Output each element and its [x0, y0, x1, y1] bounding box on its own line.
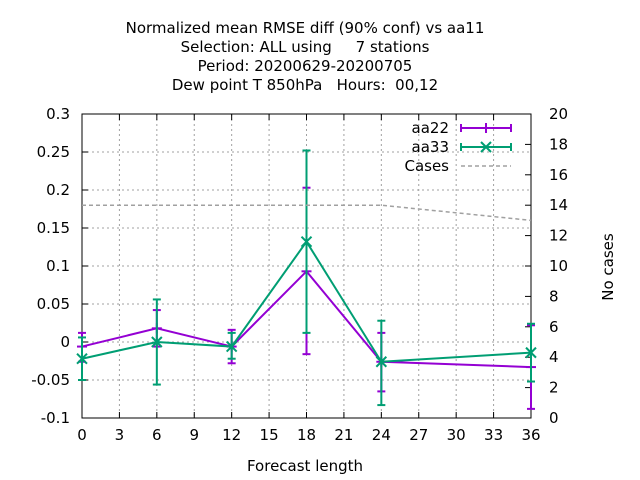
x-tick-label: 33: [484, 426, 503, 444]
x-tick-label: 15: [260, 426, 279, 444]
x-tick-label: 36: [521, 426, 540, 444]
point-marker: [480, 141, 492, 153]
x-tick-label: 27: [409, 426, 428, 444]
y2-axis-label: No cases: [599, 233, 617, 301]
y2-axis-ticks: 0 2 4 6 8 10 12 14 16 18 20: [525, 105, 568, 427]
x-tick-label: 21: [334, 426, 353, 444]
x-tick-label: 6: [152, 426, 162, 444]
grid: [82, 114, 531, 418]
point-marker: [375, 356, 388, 368]
point-marker: [225, 340, 238, 353]
series-aa33: [76, 149, 537, 407]
x-tick-label: 0: [77, 426, 87, 444]
x-tick-label: 3: [115, 426, 125, 444]
y2-tick-label: 18: [549, 135, 568, 153]
point-marker: [76, 353, 88, 365]
y-tick-label: 0: [60, 333, 70, 351]
chart-title: Normalized mean RMSE diff (90% conf) vs …: [126, 19, 485, 94]
series-line-aa33: [81, 239, 532, 363]
y2-tick-label: 4: [549, 348, 559, 366]
y-tick-label: 0.3: [46, 105, 70, 123]
x-tick-label: 12: [222, 426, 241, 444]
x-tick-label: 24: [372, 426, 391, 444]
title-line-1: Normalized mean RMSE diff (90% conf) vs …: [126, 19, 485, 37]
y-tick-label: 0.25: [37, 143, 70, 161]
y2-tick-label: 16: [549, 166, 568, 184]
legend-label-aa22: aa22: [412, 119, 449, 137]
y-tick-label: 0.15: [37, 219, 70, 237]
y-tick-label: 0.05: [37, 295, 70, 313]
y2-tick-label: 10: [549, 257, 568, 275]
y2-tick-label: 14: [549, 196, 568, 214]
x-axis-label: Forecast length: [247, 457, 363, 475]
y2-tick-label: 12: [549, 227, 568, 245]
point-marker: [300, 235, 313, 248]
y2-tick-label: 8: [549, 287, 559, 305]
y-tick-label: 0.1: [46, 257, 70, 275]
title-line-2: Selection: ALL using 7 stations: [181, 38, 430, 56]
series-cases: [82, 204, 532, 222]
y2-tick-label: 0: [549, 409, 559, 427]
y2-tick-label: 6: [549, 318, 559, 336]
y2-tick-label: 2: [549, 379, 559, 397]
legend-label-cases: Cases: [404, 157, 449, 175]
y-axis-ticks: -0.1 -0.05 0 0.05 0.1 0.15 0.2 0.25 0.3: [31, 105, 88, 427]
point-marker: [525, 346, 537, 359]
series-layer: [76, 149, 537, 410]
y-tick-label: -0.05: [31, 371, 70, 389]
series-line-aa22: [81, 269, 532, 369]
y-tick-label: 0.2: [46, 181, 70, 199]
point-marker: [151, 336, 163, 348]
x-axis-ticks: 0 3 6 9 12 15 18 21 24 27 30 33 36: [77, 114, 541, 444]
x-tick-label: 9: [189, 426, 199, 444]
y-tick-label: -0.1: [41, 409, 70, 427]
series-line-cases: [82, 204, 532, 222]
legend-label-aa33: aa33: [412, 138, 449, 156]
title-line-3: Period: 20200629-20200705: [198, 57, 413, 75]
x-tick-label: 30: [447, 426, 466, 444]
title-line-4: Dew point T 850hPa Hours: 00,12: [172, 76, 438, 94]
y2-tick-label: 20: [549, 105, 568, 123]
x-tick-label: 18: [297, 426, 316, 444]
